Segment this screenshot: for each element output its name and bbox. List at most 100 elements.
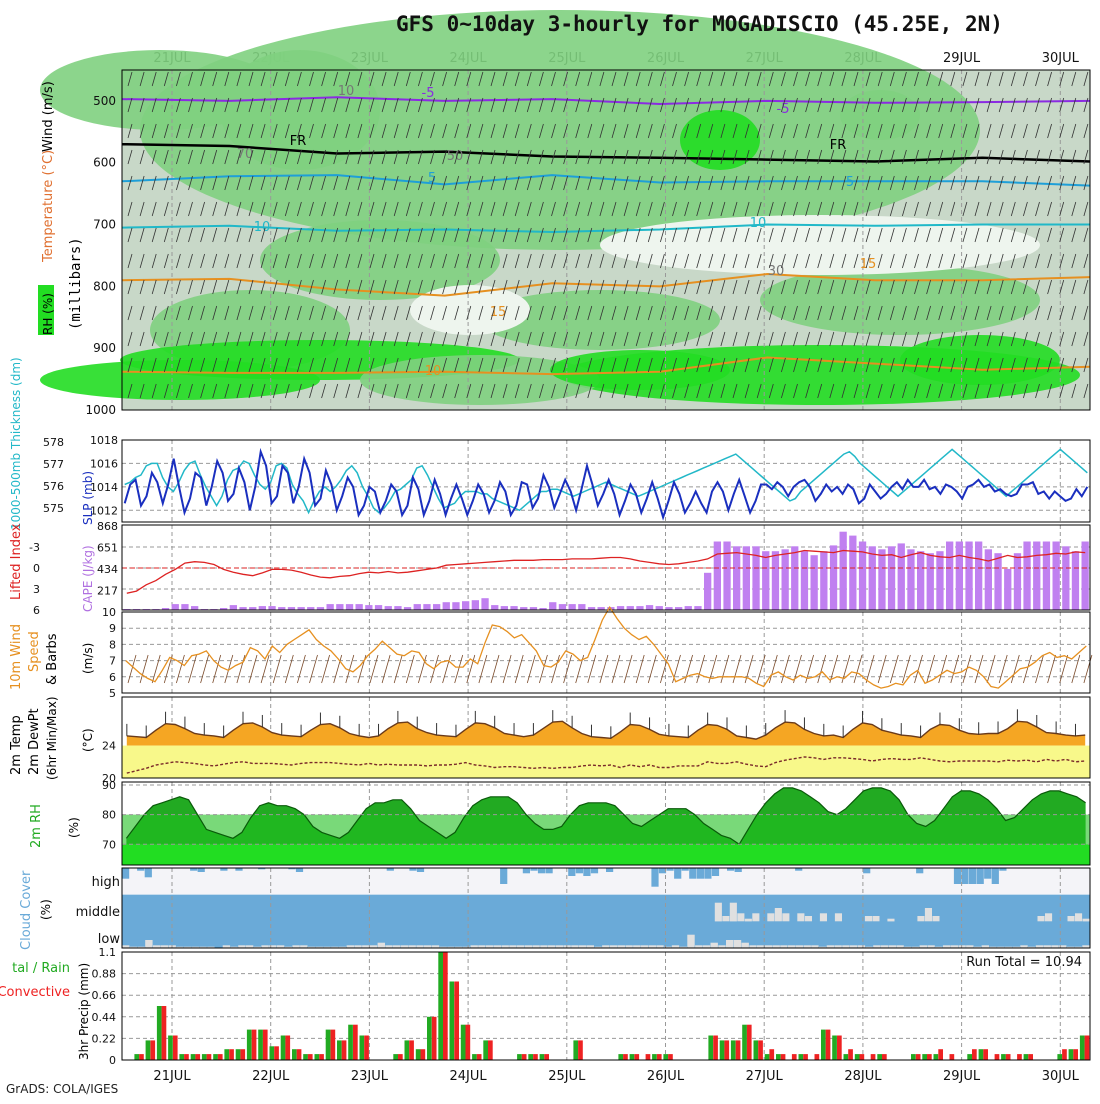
precip-convective-bar xyxy=(578,1040,583,1060)
precip-total-bar xyxy=(933,1054,939,1060)
wind-barb xyxy=(236,97,242,113)
wind-barb xyxy=(321,71,326,87)
wind-barb xyxy=(418,97,423,113)
cloud-bar xyxy=(590,868,599,874)
precip-convective-bar xyxy=(1084,1035,1090,1060)
cloud-bar xyxy=(331,946,339,948)
wind-barb xyxy=(974,227,980,243)
wind-barb xyxy=(950,227,956,243)
wind-barb xyxy=(744,175,750,191)
cloud-bar xyxy=(439,946,447,948)
wind-barb xyxy=(962,305,968,321)
cloud-bar xyxy=(772,945,780,948)
wind-barb xyxy=(1047,201,1052,217)
wind-barb xyxy=(393,97,399,113)
wind-barb xyxy=(260,71,266,87)
wind-barb xyxy=(623,175,629,191)
wind-barb xyxy=(926,97,931,113)
wind-barb xyxy=(1059,123,1065,139)
wind-barb xyxy=(260,149,266,165)
wind-barb xyxy=(829,331,835,347)
wind-barb xyxy=(466,97,472,113)
wind-barb xyxy=(1059,357,1065,373)
wind-barb xyxy=(224,71,230,87)
cloud-bar xyxy=(857,945,866,948)
wind-barb xyxy=(345,97,351,113)
wind-barb xyxy=(514,149,520,165)
wind-barb xyxy=(151,279,157,295)
wind-barb xyxy=(914,149,919,165)
wind-barb xyxy=(720,123,726,139)
wind-barb xyxy=(526,654,536,684)
cloud-bar xyxy=(1028,946,1036,948)
cloud-bar xyxy=(873,945,881,948)
wind-barb xyxy=(962,253,968,269)
wind-barb xyxy=(974,71,980,87)
wind-barb xyxy=(587,305,593,321)
dewpt-axis-label: 2m DewPt xyxy=(27,708,42,775)
wind-barb xyxy=(321,357,326,373)
cloud-bar xyxy=(744,918,752,922)
wind-barb xyxy=(236,357,242,373)
precip-convective-bar xyxy=(319,1054,324,1060)
wind-barb xyxy=(163,123,169,139)
cloud-bar xyxy=(1035,945,1044,948)
wind-barb xyxy=(563,175,568,191)
cape-bar xyxy=(249,607,257,610)
wind-barb xyxy=(418,123,423,139)
wind-barb xyxy=(768,71,774,87)
date-label-bottom: 24JUL xyxy=(450,1069,488,1084)
wind-barb xyxy=(962,331,968,347)
cloud-bar xyxy=(819,913,827,922)
precip-convective-bar xyxy=(814,1054,820,1060)
cape-bar xyxy=(713,541,721,610)
cloud-bar xyxy=(679,946,687,948)
wind-barb xyxy=(284,279,290,295)
wind-barb xyxy=(1047,227,1052,243)
cloud-bar xyxy=(916,868,924,874)
cloud-bar xyxy=(687,934,695,948)
wind-barb xyxy=(768,654,778,684)
wind-barb xyxy=(1010,253,1016,269)
wind-barb xyxy=(176,201,181,217)
wind-barb xyxy=(998,305,1004,321)
date-label-bottom: 27JUL xyxy=(746,1069,784,1084)
wind-barb xyxy=(212,175,218,191)
wind-barb xyxy=(466,654,476,684)
wind-barb xyxy=(430,227,435,243)
cloud-bar xyxy=(1043,945,1051,948)
cloud-bar xyxy=(904,946,912,948)
wind-barb xyxy=(865,253,871,269)
wind-barb xyxy=(345,331,351,347)
wind-barb xyxy=(151,227,157,243)
wind-barb xyxy=(127,71,133,87)
wind-barb xyxy=(660,357,665,373)
cloud-bar xyxy=(617,945,625,948)
wind-barb xyxy=(1071,175,1077,191)
wind-barb xyxy=(563,71,568,87)
wind-barb xyxy=(309,383,314,399)
wind-barb xyxy=(684,357,689,373)
wind-barb xyxy=(454,331,460,347)
precip-tick-label: 0.44 xyxy=(92,1011,117,1024)
wind-barb xyxy=(781,383,786,399)
wind-barb xyxy=(599,357,605,373)
wind-barb xyxy=(200,175,205,191)
wind-barb xyxy=(720,97,726,113)
wind-barb xyxy=(1047,175,1052,191)
precip-total-bar xyxy=(618,1054,624,1060)
wind-barb xyxy=(1047,97,1052,113)
wind-barb xyxy=(635,331,641,347)
wind-barb xyxy=(297,71,302,87)
wind-barb xyxy=(454,654,464,684)
wind-barb xyxy=(563,253,568,269)
wind-barb xyxy=(539,71,544,87)
cape-bar xyxy=(781,549,789,610)
wind-barb xyxy=(551,97,556,113)
wind-barb xyxy=(127,149,133,165)
wind-barb xyxy=(998,149,1004,165)
wind-barb xyxy=(369,305,375,321)
wind-barb xyxy=(369,227,375,243)
contour-label: 5 xyxy=(428,171,436,186)
precip-convective-bar xyxy=(668,1054,673,1060)
